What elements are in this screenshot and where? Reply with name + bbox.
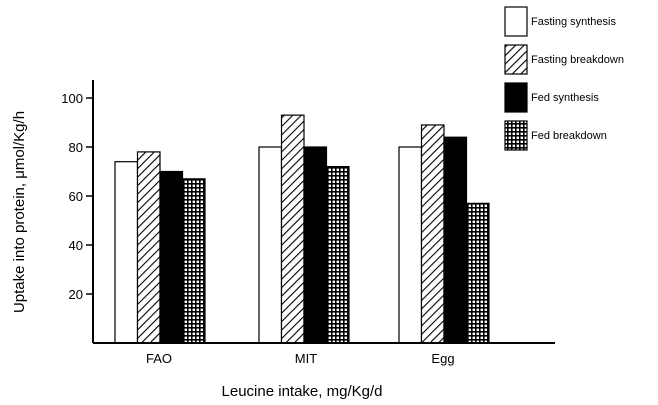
x-axis-title: Leucine intake, mg/Kg/d xyxy=(222,383,383,400)
y-tick-label: 40 xyxy=(69,238,83,253)
legend-label: Fasting breakdown xyxy=(531,54,624,66)
bar-fao-fed-synthesis xyxy=(159,170,184,344)
bar-egg-fed-synthesis xyxy=(443,136,468,344)
legend-swatch-fasting-synthesis xyxy=(504,6,528,37)
bars-group xyxy=(114,114,490,344)
bar-mit-fasting-breakdown xyxy=(280,114,305,344)
legend-swatch-fed-breakdown xyxy=(504,120,528,151)
y-tick-label: 100 xyxy=(61,91,83,106)
bar-mit-fed-synthesis xyxy=(303,146,328,344)
y-tick-label: 20 xyxy=(69,287,83,302)
x-tick-label-mit: MIT xyxy=(295,351,317,366)
legend-label: Fed breakdown xyxy=(531,130,607,142)
legend-swatch-fed-synthesis xyxy=(504,82,528,113)
bar-egg-fed-breakdown xyxy=(465,202,490,344)
bar-egg-fasting-breakdown xyxy=(420,124,445,344)
bar-egg-fasting-synthesis xyxy=(398,146,423,344)
y-tick-label: 80 xyxy=(69,140,83,155)
x-labels-group: FAO MIT Egg xyxy=(146,351,455,366)
legend: Fasting synthesis Fasting breakdown Fed sy… xyxy=(504,6,624,151)
legend-label: Fasting synthesis xyxy=(531,16,616,28)
bar-mit-fed-breakdown xyxy=(325,166,350,344)
legend-label: Fed synthesis xyxy=(531,92,599,104)
x-tick-label-fao: FAO xyxy=(146,351,172,366)
bar-fao-fed-breakdown xyxy=(181,178,206,344)
y-tick-label: 60 xyxy=(69,189,83,204)
bar-mit-fasting-synthesis xyxy=(258,146,283,344)
y-axis-title: Uptake into protein, μmol/Kg/h xyxy=(11,111,28,313)
x-tick-label-egg: Egg xyxy=(431,351,454,366)
legend-swatch-fasting-breakdown xyxy=(504,44,528,75)
y-ticks-group: 20 40 60 80 100 xyxy=(61,91,93,302)
bar-fao-fasting-breakdown xyxy=(136,151,161,344)
bar-fao-fasting-synthesis xyxy=(114,161,139,344)
